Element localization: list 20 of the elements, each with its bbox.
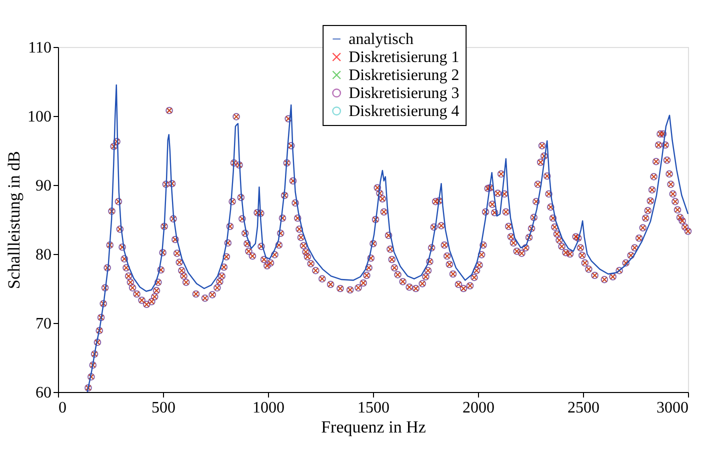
x-tick-label: 2000 <box>462 400 494 416</box>
x-tick-label: 3000 <box>656 400 688 416</box>
x-tick-label: 0 <box>58 400 66 416</box>
y-tick-label: 100 <box>28 108 52 126</box>
y-tick-label: 80 <box>36 246 52 264</box>
x-axis-title: Frequenz in Hz <box>321 418 426 436</box>
y-tick-label: 60 <box>36 384 52 402</box>
y-tick-label: 70 <box>36 316 52 332</box>
x-tick-label: 500 <box>152 400 176 416</box>
legend-label: Diskretisierung 1 <box>348 49 460 66</box>
x-tick-label: 2500 <box>568 400 600 416</box>
x-tick-label: 1000 <box>252 400 284 416</box>
y-tick-label: 90 <box>36 178 52 194</box>
y-tick-label: 110 <box>28 40 52 56</box>
y-axis-title: Schallleistung in dB <box>4 151 24 289</box>
legend-label: Diskretisierung 4 <box>348 103 460 120</box>
x-tick-label: 1500 <box>358 400 390 416</box>
legend-label: Diskretisierung 3 <box>348 85 460 102</box>
legend-label: analytisch <box>348 31 414 48</box>
legend-label: Diskretisierung 2 <box>348 67 460 84</box>
